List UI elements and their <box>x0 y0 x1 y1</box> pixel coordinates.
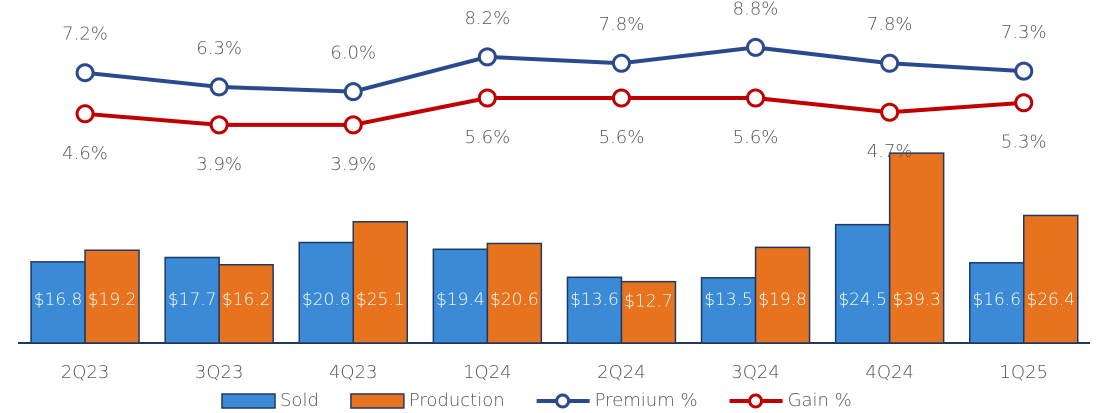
legend-label: Gain % <box>788 390 852 411</box>
line-point <box>209 77 229 97</box>
value-label: $19.8 <box>758 290 807 310</box>
line <box>84 45 1024 94</box>
legend-label: Sold <box>280 390 319 411</box>
x-tick-label: 2Q23 <box>61 362 110 383</box>
value-label: $16.6 <box>972 290 1021 310</box>
line-point <box>611 53 631 73</box>
x-tick-label: 1Q24 <box>463 362 512 383</box>
bar <box>84 249 140 344</box>
value-label: 5.6% <box>733 127 779 148</box>
value-label: $19.4 <box>436 290 485 310</box>
value-label: 8.2% <box>464 8 510 29</box>
value-label: 8.8% <box>733 0 779 19</box>
value-label: $16.8 <box>34 290 83 310</box>
value-label: 5.6% <box>599 127 645 148</box>
bar <box>1023 214 1079 344</box>
legend-swatch <box>350 393 405 409</box>
x-tick-label: 2Q24 <box>597 362 646 383</box>
x-tick-label: 1Q25 <box>999 362 1048 383</box>
line-point <box>477 47 497 67</box>
bar <box>486 242 543 344</box>
line-point <box>746 37 766 57</box>
value-label: 6.3% <box>196 38 242 59</box>
bar <box>218 263 274 344</box>
line-point <box>477 88 497 108</box>
value-label: $20.6 <box>490 290 539 310</box>
x-tick-label: 3Q23 <box>195 362 244 383</box>
x-tick-label: 4Q23 <box>329 362 378 383</box>
legend-swatch <box>221 393 276 409</box>
bar <box>834 223 891 344</box>
bar <box>888 152 945 344</box>
value-label: $17.7 <box>168 290 217 310</box>
bar <box>298 241 354 344</box>
line <box>84 96 1024 127</box>
value-label: 7.8% <box>867 14 913 35</box>
value-label: $24.5 <box>838 290 887 310</box>
line-point <box>343 82 363 102</box>
value-label: 4.7% <box>867 141 913 162</box>
bar <box>754 246 811 344</box>
bar <box>700 277 757 344</box>
value-label: 7.8% <box>599 14 645 35</box>
line-point <box>209 115 229 135</box>
line-point <box>611 88 631 108</box>
line-point <box>75 63 95 83</box>
value-label: $39.3 <box>892 290 941 310</box>
value-label: $19.2 <box>88 290 137 310</box>
value-label: 4.6% <box>62 143 108 164</box>
bar <box>566 276 623 344</box>
value-label: $25.1 <box>356 290 405 310</box>
value-label: $13.6 <box>570 290 619 310</box>
value-label: 6.0% <box>330 43 376 64</box>
line-point <box>343 115 363 135</box>
value-label: 7.2% <box>62 24 108 45</box>
value-label: $13.5 <box>704 290 753 310</box>
bar <box>164 256 220 344</box>
value-label: 7.3% <box>1001 22 1047 43</box>
legend-swatch <box>748 393 764 409</box>
value-label: 5.3% <box>1001 132 1047 153</box>
line-point <box>75 104 95 124</box>
value-label: 3.9% <box>196 154 242 175</box>
legend-label: Premium % <box>595 390 698 411</box>
value-label: 5.6% <box>464 127 510 148</box>
x-tick-label: 4Q24 <box>865 362 914 383</box>
legend-swatch <box>555 393 571 409</box>
bar <box>352 220 408 344</box>
legend-label: Production <box>409 390 505 411</box>
value-label: $26.4 <box>1026 290 1075 310</box>
line-point <box>880 53 900 73</box>
line-point <box>880 102 900 122</box>
value-label: $16.2 <box>222 290 271 310</box>
value-label: $20.8 <box>302 290 351 310</box>
line-point <box>746 88 766 108</box>
bar <box>620 280 677 344</box>
line-point <box>1014 61 1034 81</box>
value-label: 3.9% <box>330 154 376 175</box>
line-point <box>1014 93 1034 113</box>
x-tick-label: 3Q24 <box>731 362 780 383</box>
value-label: $12.7 <box>624 292 673 312</box>
